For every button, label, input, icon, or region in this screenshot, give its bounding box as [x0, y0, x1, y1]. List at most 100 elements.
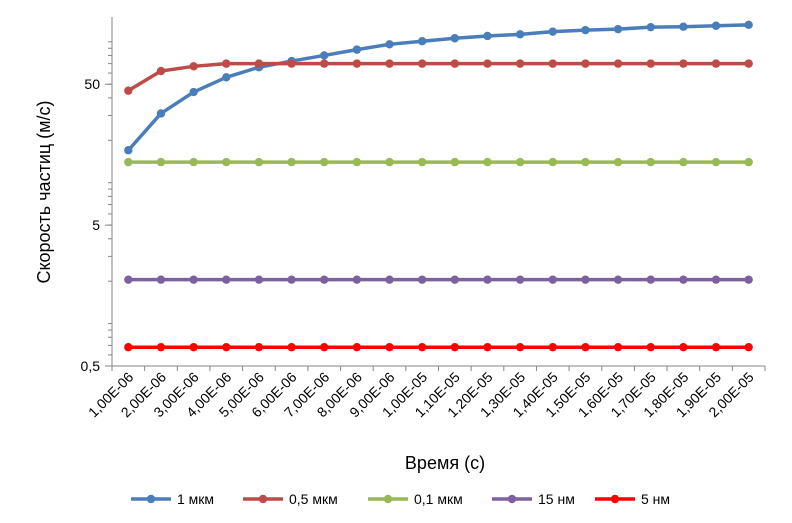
x-tick-labels: 1,00E-062,00E-063,00E-064,00E-065,00E-06… [85, 369, 757, 421]
legend-item: 1 мкм [131, 491, 214, 507]
data-point [189, 157, 198, 167]
y-tick-label: 0,5 [81, 358, 101, 374]
data-point [613, 275, 623, 284]
data-point [581, 275, 590, 284]
data-point [646, 275, 655, 284]
data-point [385, 275, 394, 284]
data-point [352, 45, 362, 54]
data-point [613, 59, 623, 68]
data-point [156, 275, 166, 284]
legend-marker [610, 494, 620, 504]
axis-layer [105, 17, 766, 371]
data-point [515, 275, 525, 284]
data-point [515, 342, 525, 352]
data-point [417, 157, 427, 167]
data-point [744, 20, 753, 30]
data-point [548, 275, 557, 284]
data-point [156, 342, 166, 352]
data-point [254, 342, 264, 352]
data-point [320, 275, 329, 284]
data-point [254, 157, 264, 167]
data-point [320, 342, 329, 352]
data-point [515, 30, 525, 39]
data-point [646, 342, 655, 352]
data-point [124, 86, 133, 95]
data-point [711, 21, 721, 30]
y-tick-labels: 0,5 5 50 [81, 76, 101, 374]
legend-marker [507, 494, 517, 504]
data-point [483, 31, 492, 41]
y-tick-label: 5 [92, 217, 100, 233]
data-point [320, 51, 329, 60]
data-point [483, 275, 492, 284]
series-4 [124, 275, 753, 284]
data-point [189, 62, 198, 71]
y-axis-title: Скорость частиц (м/с) [34, 100, 54, 283]
legend-label: 5 нм [641, 491, 670, 507]
data-point [581, 342, 590, 352]
data-point [254, 275, 264, 284]
data-point [646, 22, 655, 32]
data-point [450, 342, 460, 352]
data-point [548, 157, 557, 167]
data-point [124, 275, 133, 284]
data-point [287, 342, 296, 352]
data-point [581, 59, 590, 68]
data-point [679, 157, 688, 167]
data-point [124, 342, 133, 352]
data-point [581, 25, 590, 35]
data-point [548, 59, 557, 68]
data-point [352, 275, 362, 284]
data-point [222, 59, 231, 68]
legend-marker [258, 494, 268, 504]
legend-label: 0,1 мкм [414, 491, 463, 507]
data-point [287, 275, 296, 284]
data-point [548, 342, 557, 352]
legend-item: 5 нм [595, 491, 670, 507]
x-axis-title: Время (с) [405, 453, 485, 473]
data-point [156, 66, 166, 76]
data-point [222, 342, 231, 352]
y-tick-label: 50 [84, 76, 100, 92]
data-point [450, 59, 460, 68]
data-point [711, 59, 721, 68]
data-point [483, 342, 492, 352]
data-point [352, 59, 362, 68]
data-point [613, 157, 623, 167]
legend-label: 1 мкм [177, 491, 214, 507]
data-point [320, 157, 329, 167]
data-point [222, 73, 231, 82]
data-point [744, 59, 753, 68]
data-point [450, 34, 460, 43]
data-point [124, 157, 133, 167]
data-point [417, 37, 427, 46]
data-point [711, 157, 721, 167]
data-point [744, 275, 753, 284]
data-point [450, 157, 460, 167]
data-point [287, 59, 296, 68]
data-point [450, 275, 460, 284]
data-point [124, 146, 133, 155]
data-point [385, 40, 394, 49]
data-point [417, 275, 427, 284]
data-point [744, 342, 753, 352]
data-point [515, 157, 525, 167]
data-point [222, 275, 231, 284]
series-layer [124, 20, 753, 352]
legend-label: 15 нм [538, 491, 575, 507]
series-3 [124, 157, 753, 167]
legend-label: 0,5 мкм [289, 491, 338, 507]
data-point [679, 22, 688, 31]
series-line [126, 61, 751, 93]
data-point [417, 342, 427, 352]
legend: 1 мкм 0,5 мкм 0,1 мкм 15 нм 5 нм [131, 491, 670, 507]
data-point [711, 342, 721, 352]
data-point [483, 157, 492, 167]
data-point [548, 27, 557, 36]
data-point [385, 157, 394, 167]
data-point [581, 157, 590, 167]
data-point [711, 275, 721, 284]
series-1 [124, 20, 753, 155]
data-point [417, 59, 427, 68]
